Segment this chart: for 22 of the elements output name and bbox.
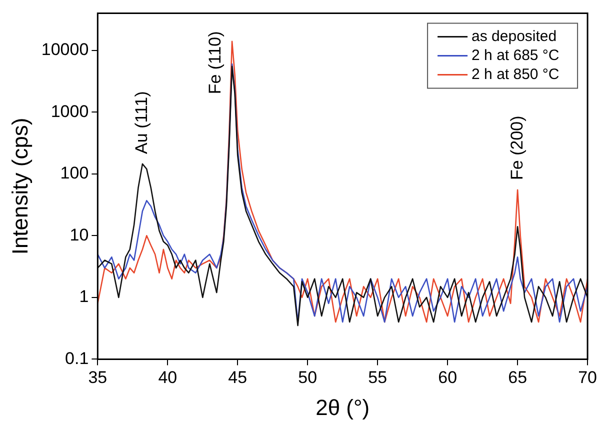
x-axis-title: 2θ (°) [316, 394, 370, 420]
legend-label: 2 h at 685 °C [472, 46, 560, 64]
x-tick-label: 55 [368, 368, 388, 388]
x-tick-label: 70 [578, 368, 598, 388]
x-tick-label: 50 [298, 368, 318, 388]
y-tick-label: 1000 [50, 102, 89, 121]
y-tick-label: 0.1 [65, 348, 89, 368]
x-tick-label: 65 [508, 368, 528, 388]
x-tick-label: 45 [228, 368, 248, 388]
y-tick-label: 10 [70, 225, 89, 244]
x-tick-label: 40 [158, 368, 178, 388]
annotation: Au (111) [132, 91, 152, 154]
y-tick-label: 1 [79, 287, 89, 306]
y-tick-label: 10000 [41, 40, 89, 60]
annotation: Fe (110) [206, 31, 225, 94]
legend-label: as deposited [472, 28, 557, 45]
y-tick-label: 100 [60, 164, 89, 183]
legend-label: 2 h at 850 °C [472, 66, 560, 83]
annotation: Fe (200) [507, 116, 526, 180]
x-tick-label: 60 [438, 368, 458, 388]
y-axis-title: Intensity (cps) [7, 118, 32, 255]
x-tick-label: 35 [88, 368, 108, 388]
